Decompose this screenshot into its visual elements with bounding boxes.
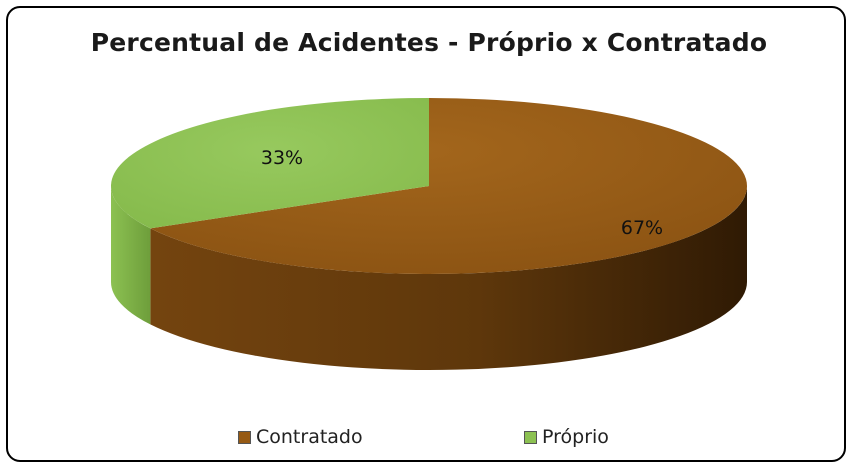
chart-title: Percentual de Acidentes - Próprio x Cont… bbox=[90, 28, 768, 57]
legend-label-contratado: Contratado bbox=[256, 426, 363, 448]
pie-side-próprio bbox=[111, 186, 151, 325]
pie-slice-próprio bbox=[110, 98, 430, 229]
pie-label-contratado: 67% bbox=[621, 217, 663, 239]
pie-slice-contratado bbox=[150, 98, 747, 274]
pie-side-contratado bbox=[150, 186, 747, 370]
legend-swatch-proprio bbox=[524, 430, 537, 444]
legend-item-proprio: Próprio bbox=[524, 426, 609, 448]
pie-label-próprio: 33% bbox=[261, 147, 303, 169]
legend-swatch-contratado bbox=[238, 430, 251, 444]
legend-label-proprio: Próprio bbox=[542, 426, 609, 448]
legend-item-contratado: Contratado bbox=[238, 426, 363, 448]
chart-legend: Contratado Próprio bbox=[0, 426, 858, 450]
